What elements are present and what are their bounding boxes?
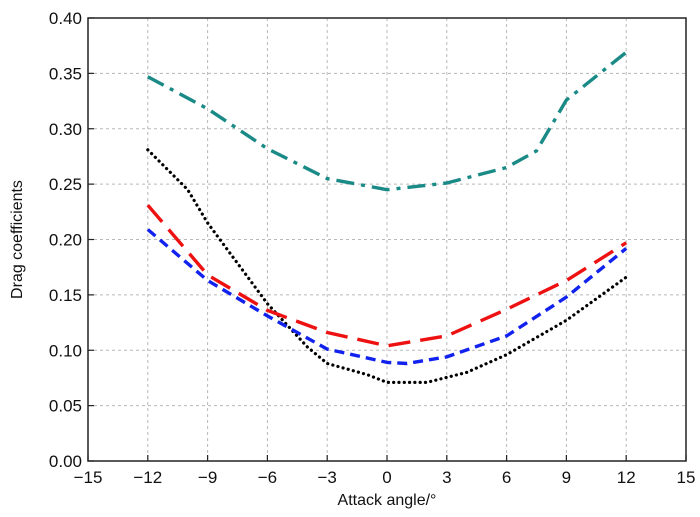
x-tick-label: 12 bbox=[617, 468, 636, 487]
x-tick-label: 9 bbox=[562, 468, 571, 487]
y-tick-label: 0.25 bbox=[49, 175, 82, 194]
series-line-3 bbox=[146, 204, 628, 348]
x-tick-label: 6 bbox=[502, 468, 511, 487]
y-tick-label: 0.10 bbox=[49, 341, 82, 360]
x-tick-label: −6 bbox=[258, 468, 277, 487]
y-tick-label: 0.15 bbox=[49, 286, 82, 305]
x-tick-label: 15 bbox=[677, 468, 696, 487]
grid bbox=[88, 18, 686, 461]
x-tick-label: −3 bbox=[318, 468, 337, 487]
tick-labels: −15 −12 −9 −6 −3 0 3 6 9 12 15 0.00 0.05 0.10 0.15 0.20… bbox=[49, 9, 696, 487]
y-tick-label: 0.40 bbox=[49, 9, 82, 28]
series-line-4 bbox=[146, 228, 628, 366]
x-axis-title: Attack angle/° bbox=[338, 492, 437, 509]
y-tick-label: 0.20 bbox=[49, 231, 82, 250]
ticks bbox=[87, 17, 687, 462]
x-tick-label: −12 bbox=[133, 468, 162, 487]
y-tick-label: 0.30 bbox=[49, 120, 82, 139]
series-line-2 bbox=[146, 148, 628, 384]
x-tick-label: −15 bbox=[74, 468, 103, 487]
y-tick-label: 0.05 bbox=[49, 397, 82, 416]
y-tick-label: 0.00 bbox=[49, 452, 82, 471]
y-tick-label: 0.35 bbox=[49, 64, 82, 83]
x-tick-label: 3 bbox=[442, 468, 451, 487]
x-tick-label: −9 bbox=[198, 468, 217, 487]
series-layer bbox=[146, 50, 628, 384]
x-tick-label: 0 bbox=[382, 468, 391, 487]
y-axis-title: Drag coefficients bbox=[9, 180, 26, 299]
series-line-1 bbox=[146, 50, 628, 192]
